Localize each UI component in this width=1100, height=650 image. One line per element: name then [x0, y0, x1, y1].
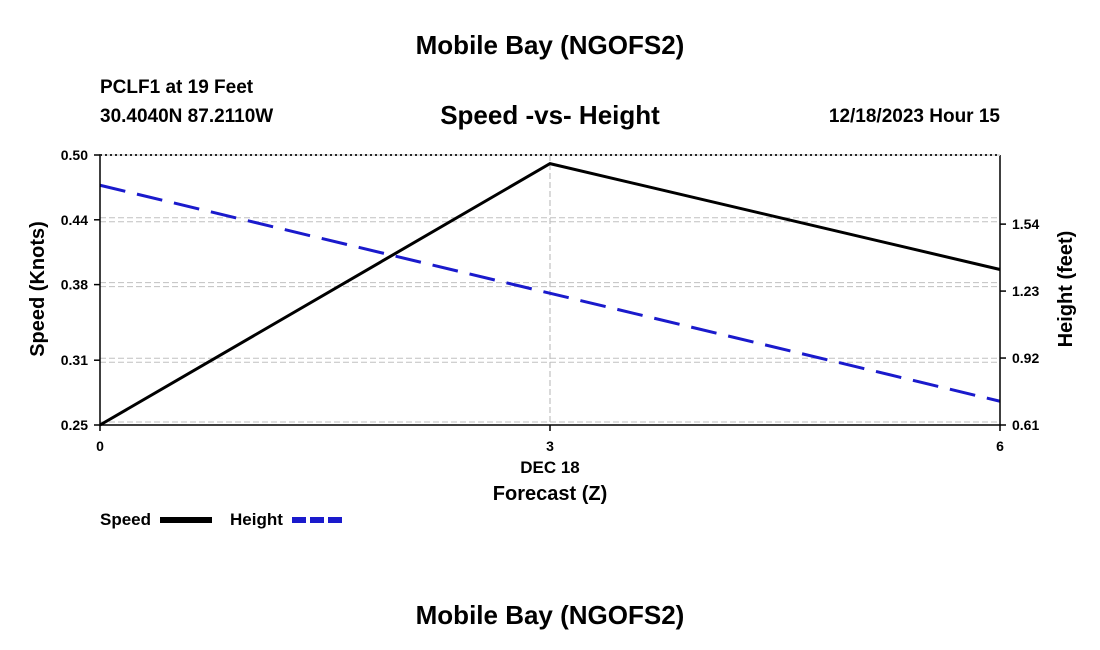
y-tick-label-right: 1.23	[1012, 283, 1039, 299]
legend: Speed Height	[100, 510, 342, 529]
grid-lines	[100, 154, 1000, 425]
series-line-height	[99, 183, 1001, 403]
series-line-speed	[99, 162, 1001, 427]
y-tick-label-left: 0.25	[61, 417, 88, 433]
coordinates-label: 30.4040N 87.2110W	[100, 106, 274, 127]
datetime-label: 12/18/2023 Hour 15	[828, 106, 1000, 127]
x-tick-label: 0	[96, 438, 104, 454]
y-tick-label-left: 0.50	[61, 147, 88, 163]
y-tick-label-right: 1.54	[1012, 216, 1039, 232]
series-group	[99, 162, 1001, 427]
y-tick-label-left: 0.38	[61, 277, 88, 293]
x-tick-label: 3	[546, 438, 554, 454]
legend-height-label: Height	[230, 510, 283, 529]
y-axis-label-right: Height (feet)	[1055, 231, 1077, 348]
x-axis-label: Forecast (Z)	[492, 483, 608, 505]
y-tick-label-right: 0.61	[1012, 417, 1039, 433]
station-label: PCLF1 at 19 Feet	[100, 77, 254, 98]
legend-speed-label: Speed	[100, 510, 151, 529]
y-tick-label-left: 0.44	[61, 212, 88, 228]
chart-subtitle: Speed -vs- Height	[440, 100, 660, 130]
y-axis-label-left: Speed (Knots)	[27, 221, 49, 357]
footer-title: Mobile Bay (NGOFS2)	[415, 600, 685, 630]
chart-title: Mobile Bay (NGOFS2)	[415, 30, 685, 60]
y-tick-label-right: 0.92	[1012, 350, 1039, 366]
x-tick-label: 6	[996, 438, 1004, 454]
x-axis-date-label: DEC 18	[520, 458, 580, 477]
y-tick-label-left: 0.31	[61, 352, 88, 368]
axes-group: 0.50 0.44 0.38 0.31 0.25 1.54 1.23 0.92 0.61 0 3 6	[61, 147, 1040, 454]
